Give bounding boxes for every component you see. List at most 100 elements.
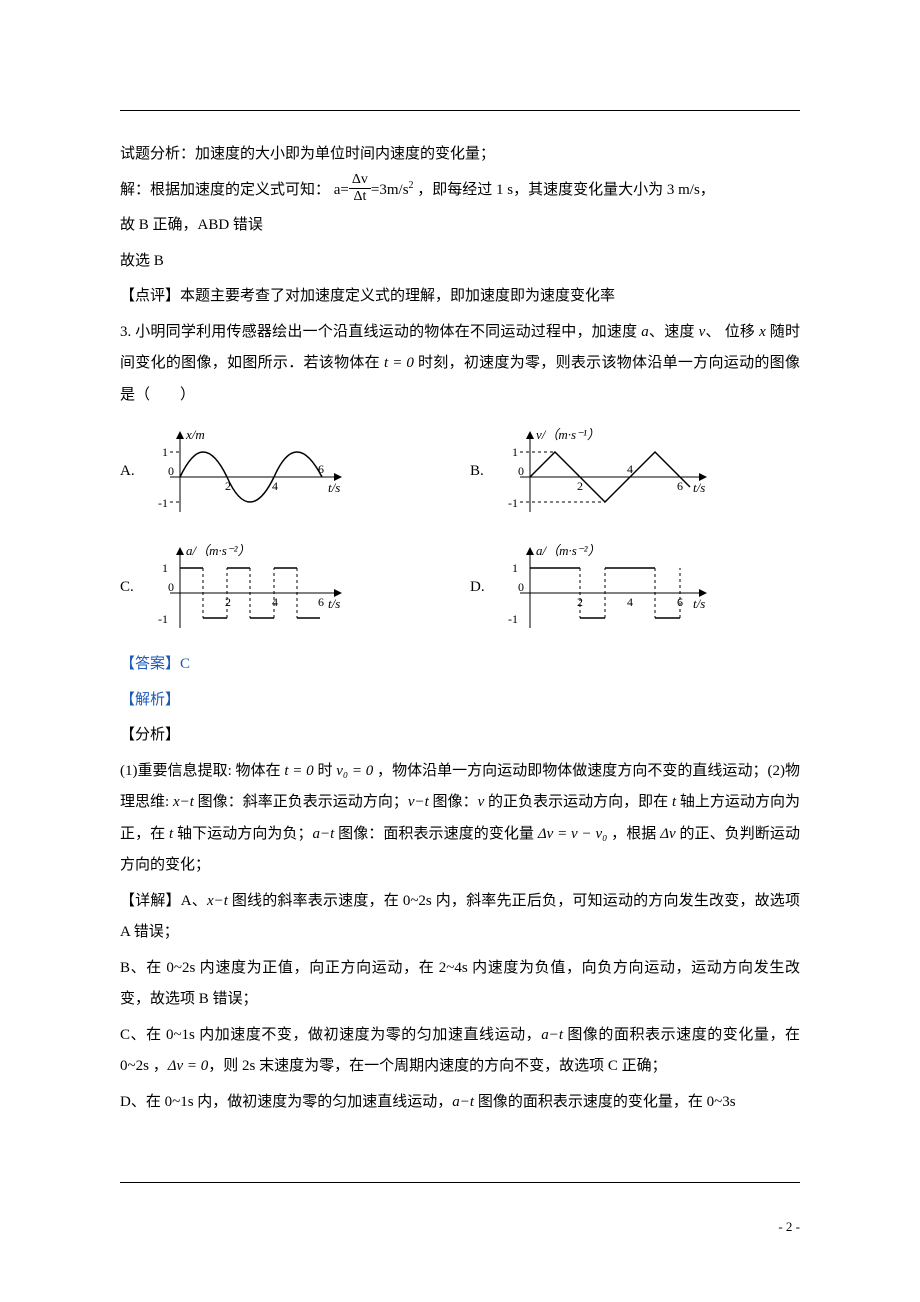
answer-label: 【答案】C: [120, 649, 800, 681]
ytick-0: 0: [518, 464, 524, 478]
page-number: - 2 -: [0, 1189, 920, 1255]
ytick-m1: -1: [508, 612, 518, 626]
comment-line: 【点评】本题主要考查了对加速度定义式的理解，即加速度即为速度变化率: [120, 281, 800, 313]
graph-C-xlabel: t/s: [328, 596, 340, 611]
graph-D-xlabel: t/s: [693, 596, 705, 611]
ytick-m1: -1: [508, 496, 518, 510]
at: a−t: [452, 1094, 474, 1110]
text: 、: [705, 324, 720, 340]
equals-3ms: =3m/s: [371, 182, 409, 198]
ytick-1: 1: [512, 445, 518, 459]
ytick-m1: -1: [158, 612, 168, 626]
options-row-2: C. a/（m·s⁻²） 1 0 -1 2 4 6 t/s: [120, 533, 800, 643]
ytick-0: 0: [168, 464, 174, 478]
graph-A-ylabel: x/m: [185, 427, 205, 442]
xtick-2: 2: [225, 479, 231, 493]
xtick-2: 2: [577, 479, 583, 493]
ytick-0: 0: [518, 580, 524, 594]
graph-C: a/（m·s⁻²） 1 0 -1 2 4 6 t/s: [150, 533, 350, 643]
xt: x−t: [173, 794, 194, 810]
text: 【详解】A、: [120, 893, 207, 909]
t0: t = 0: [284, 763, 313, 779]
v0eq0: v₀ = 0: [336, 763, 373, 779]
xtick-4: 4: [272, 595, 278, 609]
fraction: ΔvΔt: [349, 173, 371, 204]
text: 位移: [725, 324, 759, 340]
ytick-1: 1: [512, 561, 518, 575]
detail-D: D、在 0~1s 内，做初速度为零的匀加速直线运动，a−t 图像的面积表示速度的…: [120, 1087, 800, 1119]
detail-B: B、在 0~2s 内速度为正值，向正方向运动，在 2~4s 内速度为负值，向负方…: [120, 953, 800, 1016]
denominator: Δt: [349, 189, 371, 204]
ytick-m1: -1: [158, 496, 168, 510]
ytick-1: 1: [162, 561, 168, 575]
exp-2: 2: [409, 180, 414, 191]
dvonly: Δv: [660, 826, 675, 842]
fenxi-label: 【分析】: [120, 720, 800, 752]
text: ，即每经过 1 s，其速度变化量大小为 3 m/s，: [417, 182, 715, 198]
text: D、在 0~1s 内，做初速度为零的匀加速直线运动，: [120, 1094, 452, 1110]
numerator: Δv: [349, 173, 371, 189]
text: 、速度: [649, 324, 699, 340]
text: 图像：斜率正负表示运动方向；: [194, 794, 408, 810]
ytick-0: 0: [168, 580, 174, 594]
text: 轴下运动方向为负；: [173, 826, 312, 842]
t-zero: t = 0: [384, 355, 414, 371]
options-row-1: A. x/m 1 0 -1 2 4 6 t/s B.: [120, 417, 800, 527]
var-a: a: [641, 324, 649, 340]
detail-A: 【详解】A、x−t 图线的斜率表示速度，在 0~2s 内，斜率先正后负，可知运动…: [120, 886, 800, 949]
formula-accel: a=ΔvΔt=3m/s2: [334, 182, 418, 198]
conclusion-2: 故选 B: [120, 246, 800, 278]
a-eq: a=: [334, 182, 349, 198]
option-A-label: A.: [120, 456, 140, 488]
option-D-label: D.: [470, 572, 490, 604]
graph-D-ylabel: a/（m·s⁻²）: [536, 543, 601, 558]
top-rule: [120, 110, 800, 111]
analysis-line-1: 试题分析：加速度的大小即为单位时间内速度的变化量；: [120, 139, 800, 171]
page-content: 试题分析：加速度的大小即为单位时间内速度的变化量； 解：根据加速度的定义式可知：…: [0, 0, 920, 1182]
dv: Δv = v − v₀: [538, 826, 608, 842]
at: a−t: [541, 1027, 563, 1043]
xtick-6: 6: [318, 595, 324, 609]
analysis-detail: (1)重要信息提取: 物体在 t = 0 时 v₀ = 0 ，物体沿单一方向运动…: [120, 756, 800, 882]
xtick-4: 4: [272, 479, 278, 493]
question-3: 3. 小明同学利用传感器绘出一个沿直线运动的物体在不同运动过程中，加速度 a、速…: [120, 317, 800, 412]
text: 图像：面积表示速度的变化量: [334, 826, 538, 842]
xt: x−t: [207, 893, 228, 909]
graph-C-ylabel: a/（m·s⁻²）: [186, 543, 251, 558]
option-B-label: B.: [470, 456, 490, 488]
vt: v−t: [408, 794, 429, 810]
xtick-2: 2: [225, 595, 231, 609]
text: 的正负表示运动方向，即在: [484, 794, 672, 810]
graph-D: a/（m·s⁻²） 1 0 -1 2 4 6 t/s: [500, 533, 720, 643]
graph-B-xlabel: t/s: [693, 480, 705, 495]
at: a−t: [313, 826, 335, 842]
text: ，根据: [607, 826, 660, 842]
graph-B-ylabel: v/（m·s⁻¹）: [536, 427, 600, 442]
graph-B: v/（m·s⁻¹） 1 0 -1 2 4 6 t/s: [500, 417, 720, 527]
option-B: B. v/（m·s⁻¹） 1 0 -1 2 4 6 t/s: [470, 417, 720, 527]
solution-line: 解：根据加速度的定义式可知： a=ΔvΔt=3m/s2 ，即每经过 1 s，其速…: [120, 175, 800, 207]
xtick-6: 6: [677, 479, 683, 493]
option-C-label: C.: [120, 572, 140, 604]
xtick-4: 4: [627, 595, 633, 609]
text: 图像：: [429, 794, 478, 810]
text: 图像的面积表示速度的变化量，在 0~3s: [474, 1094, 735, 1110]
option-A: A. x/m 1 0 -1 2 4 6 t/s: [120, 417, 350, 527]
text: ，则 2s 末速度为零，在一个周期内速度的方向不变，故选项 C 正确；: [208, 1058, 666, 1074]
jiexi-label: 【解析】: [120, 685, 800, 717]
footer-rule: [120, 1182, 800, 1183]
text: 3. 小明同学利用传感器绘出一个沿直线运动的物体在不同运动过程中，加速度: [120, 324, 641, 340]
text: (1)重要信息提取: 物体在: [120, 763, 284, 779]
option-D: D. a/（m·s⁻²） 1 0 -1 2 4 6 t/s: [470, 533, 720, 643]
graph-A: x/m 1 0 -1 2 4 6 t/s: [150, 417, 350, 527]
var-x: x: [759, 324, 766, 340]
conclusion-1: 故 B 正确，ABD 错误: [120, 210, 800, 242]
text: C、在 0~1s 内加速度不变，做初速度为零的匀加速直线运动，: [120, 1027, 541, 1043]
ytick-1: 1: [162, 445, 168, 459]
dv0: Δv = 0: [168, 1058, 209, 1074]
text: 解：根据加速度的定义式可知：: [120, 182, 330, 198]
text: 时: [314, 763, 337, 779]
graph-A-xlabel: t/s: [328, 480, 340, 495]
detail-C: C、在 0~1s 内加速度不变，做初速度为零的匀加速直线运动，a−t 图像的面积…: [120, 1020, 800, 1083]
option-C: C. a/（m·s⁻²） 1 0 -1 2 4 6 t/s: [120, 533, 350, 643]
